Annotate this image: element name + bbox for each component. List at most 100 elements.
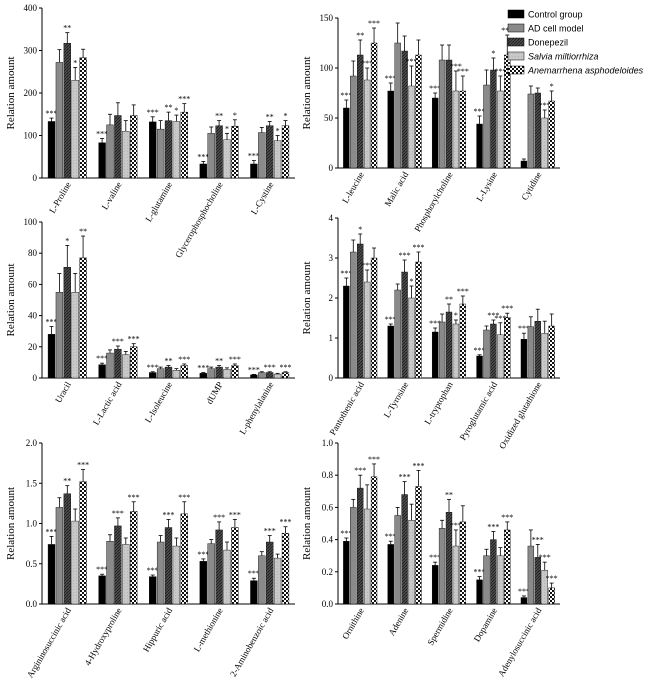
- significance-mark: ***: [501, 513, 513, 522]
- y-tick-label: 40: [28, 311, 38, 321]
- x-category-label: Oxidized glutathione: [497, 380, 544, 451]
- significance-mark: ***: [354, 466, 366, 475]
- significance-mark: ***: [46, 109, 58, 118]
- bar: [250, 163, 258, 179]
- significance-mark: ***: [429, 553, 441, 562]
- bar: [548, 100, 555, 169]
- significance-mark: ***: [474, 346, 486, 355]
- bar: [534, 321, 541, 379]
- legend-swatch-control: [507, 9, 525, 19]
- bar: [231, 365, 239, 379]
- significance-mark: *: [491, 49, 495, 58]
- bar: [55, 292, 64, 379]
- bar: [387, 90, 394, 169]
- legend-swatch-anemarrhena: [507, 65, 525, 75]
- significance-mark: ***: [197, 550, 209, 559]
- bar: [172, 545, 181, 605]
- bar: [357, 487, 364, 605]
- bar: [363, 508, 371, 605]
- significance-mark: *: [225, 124, 229, 133]
- bar: [106, 352, 114, 379]
- significance-mark: ***: [163, 510, 175, 519]
- bar: [504, 529, 511, 605]
- significance-mark: **: [215, 112, 223, 121]
- y-tick-label: 0.0: [26, 599, 38, 609]
- significance-mark: ***: [279, 363, 291, 372]
- y-tick-label: 0.6: [322, 502, 334, 512]
- bar: [408, 520, 415, 605]
- bar: [106, 541, 114, 605]
- bar: [130, 511, 138, 605]
- significance-mark: ***: [385, 315, 397, 324]
- bar: [180, 513, 188, 605]
- significance-mark: ***: [361, 261, 373, 270]
- bar: [258, 132, 266, 179]
- bar: [231, 125, 239, 179]
- bar: [223, 139, 231, 179]
- significance-mark: ***: [518, 324, 530, 333]
- bar: [273, 557, 282, 605]
- bar: [199, 561, 207, 605]
- bar: [63, 43, 71, 179]
- bar: [122, 131, 130, 179]
- significance-mark: ***: [450, 521, 462, 530]
- significance-mark: ***: [229, 510, 241, 519]
- bar: [71, 80, 79, 179]
- bar: [541, 117, 548, 169]
- significance-mark: ***: [96, 129, 108, 138]
- significance-mark: ***: [112, 509, 124, 518]
- y-tick-label: 0: [329, 373, 334, 383]
- bar: [408, 297, 415, 379]
- bar: [156, 541, 165, 605]
- y-tick-label: 200: [24, 88, 38, 98]
- significance-mark: ***: [501, 26, 513, 35]
- bar: [370, 42, 378, 169]
- bar: [527, 326, 535, 379]
- legend-label-salvia: Salvia miltiorrhiza: [528, 52, 599, 62]
- bar: [476, 123, 483, 169]
- significance-mark: ***: [368, 455, 380, 464]
- x-category-label: 2-Aminobenzoic acid: [228, 606, 276, 679]
- significance-mark: ***: [213, 513, 225, 522]
- bar: [394, 289, 401, 379]
- bar: [350, 75, 357, 169]
- bar: [149, 576, 157, 605]
- bar: [47, 121, 56, 179]
- bar: [476, 579, 483, 605]
- x-category-label: L-Lysine: [474, 170, 499, 203]
- y-tick-label: 0: [33, 173, 38, 183]
- significance-mark: ***: [494, 314, 506, 323]
- bar: [281, 372, 290, 379]
- x-category-label: Dopamine: [472, 606, 499, 643]
- bar: [215, 125, 223, 179]
- bar: [490, 539, 497, 605]
- bar: [114, 115, 122, 179]
- x-category-label: Pyroglutamic acid: [458, 380, 500, 442]
- bar: [47, 544, 56, 605]
- bar: [415, 54, 422, 169]
- legend-item-ad-model: AD cell model: [507, 24, 584, 34]
- significance-mark: ***: [429, 319, 441, 328]
- bar: [431, 331, 439, 379]
- significance-mark: ***: [457, 67, 469, 76]
- bar: [401, 494, 408, 605]
- significance-mark: ***: [474, 568, 486, 577]
- significance-mark: ***: [77, 461, 89, 470]
- bar: [79, 481, 87, 605]
- significance-mark: ***: [46, 527, 58, 536]
- legend-label-donepezil: Donepezil: [528, 38, 568, 48]
- bar: [497, 555, 504, 605]
- significance-mark: ***: [501, 304, 513, 313]
- bar: [63, 493, 71, 605]
- y-axis-label: Relation amount: [301, 487, 313, 560]
- bar: [114, 348, 122, 379]
- significance-mark: **: [215, 357, 223, 366]
- bar: [223, 549, 231, 605]
- bar: [258, 555, 266, 605]
- bar: [445, 59, 453, 169]
- bar: [370, 257, 378, 379]
- bar: [281, 532, 290, 605]
- bar: [483, 555, 490, 605]
- bar: [534, 557, 541, 605]
